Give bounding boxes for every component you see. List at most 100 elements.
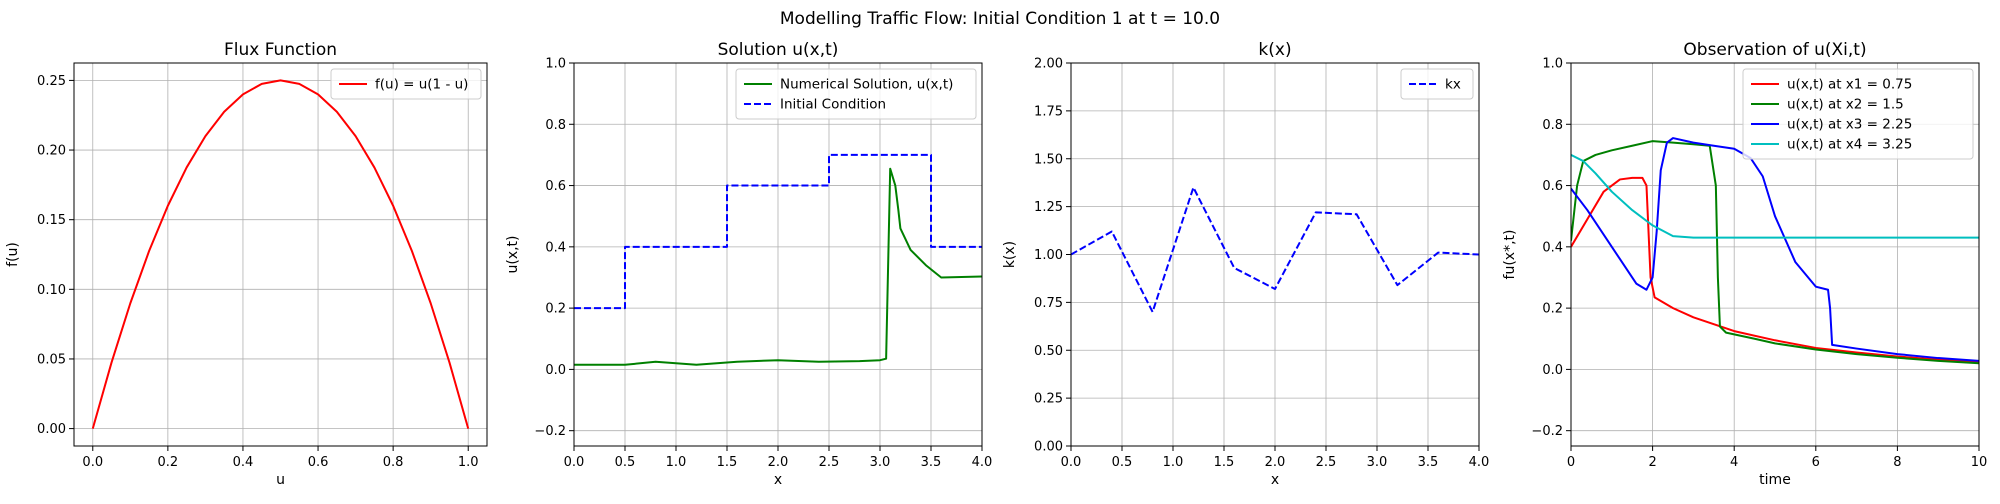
legend-box [330, 68, 482, 100]
y-tick-label: 0.0 [1542, 363, 1563, 378]
y-tick-label: 2.00 [1034, 57, 1063, 72]
x-tick-label: 1.0 [458, 455, 479, 470]
x-tick-label: 1.0 [1163, 455, 1184, 470]
legend-box [735, 68, 977, 120]
y-tick-label: 1.0 [1542, 57, 1563, 72]
y-tick-label: 1.50 [1034, 152, 1063, 167]
x-axis-label: time [1759, 472, 1791, 488]
axes-frame [1070, 62, 1480, 447]
y-tick-label: 1.75 [1034, 104, 1063, 119]
x-tick-label: 8 [1893, 455, 1901, 470]
x-axis-label: u [276, 472, 285, 488]
x-tick-label: 3.5 [921, 455, 942, 470]
x-tick-label: 0.5 [1112, 455, 1133, 470]
y-tick-label: 0.00 [1034, 440, 1063, 455]
y-tick-label: 0.2 [545, 302, 566, 317]
y-tick-label: −0.2 [534, 424, 566, 439]
figure-suptitle: Modelling Traffic Flow: Initial Conditio… [780, 9, 1220, 29]
series-line-3 [1571, 137, 1979, 362]
y-tick-label: 1.25 [1034, 200, 1063, 215]
y-tick-label: 0.15 [37, 213, 66, 228]
y-tick-label: 0.25 [37, 74, 66, 89]
legend: u(x,t) at x1 = 0.75 u(x,t) at x2 = 1.5 u(x… [1742, 68, 1974, 160]
legend-label: f(u) = u(1 - u) [375, 77, 468, 93]
x-tick-label: 2.0 [1265, 455, 1286, 470]
legend-label: u(x,t) at x3 = 2.25 [1787, 117, 1912, 133]
subplot-title: Observation of u(Xi,t) [1683, 40, 1866, 60]
legend: kx [1400, 68, 1474, 100]
y-tick-label: 0.2 [1542, 302, 1563, 317]
subplot-title: Flux Function [224, 40, 337, 60]
y-tick-label: 0.6 [545, 179, 566, 194]
subplot-4: 0 2 4 6 8 10 −0.2 0.0 0.2 0.4 0.6 0.8 1.0 Observation… [1502, 40, 1987, 488]
y-tick-label: 0.8 [545, 118, 566, 133]
x-tick-label: 2.0 [768, 455, 789, 470]
y-tick-label: 0.8 [1542, 118, 1563, 133]
legend-box [1742, 68, 1974, 160]
legend-label: Initial Condition [780, 97, 886, 113]
series-line-1 [91, 79, 470, 429]
axes-frame [573, 62, 983, 447]
axes-frame [73, 62, 488, 447]
legend: Numerical Solution, u(x,t) Initial Condit… [735, 68, 977, 120]
x-tick-label: 1.0 [666, 455, 687, 470]
x-axis-label: x [1271, 472, 1279, 488]
x-tick-label: 3.0 [1367, 455, 1388, 470]
x-tick-label: 0.0 [82, 455, 103, 470]
series-line-1 [1571, 176, 1979, 363]
y-tick-label: 1.00 [1034, 248, 1063, 263]
y-axis-label: u(x,t) [505, 235, 521, 273]
x-tick-label: 6 [1812, 455, 1820, 470]
subplot-1: 0.0 0.2 0.4 0.6 0.8 1.0 0.00 0.05 0.10 0.15 0.20 0.… [5, 40, 488, 488]
legend-label: u(x,t) at x1 = 0.75 [1787, 77, 1912, 93]
x-tick-label: 0.0 [564, 455, 585, 470]
x-tick-label: 10 [1971, 455, 1988, 470]
x-tick-label: 0.2 [158, 455, 179, 470]
series-line-2 [574, 153, 982, 310]
x-axis-label: x [774, 472, 782, 488]
y-tick-label: 0.05 [37, 352, 66, 367]
subplot-2: 0.0 0.5 1.0 1.5 2.0 2.5 3.0 3.5 4.0 −0.2 0.0 0.2 0.4… [505, 40, 992, 488]
x-tick-label: 3.0 [870, 455, 891, 470]
y-tick-label: −0.2 [1531, 424, 1563, 439]
y-tick-label: 0.0 [545, 363, 566, 378]
axes-frame [1570, 62, 1980, 447]
subplot-title: k(x) [1258, 40, 1291, 60]
x-tick-label: 0.4 [233, 455, 254, 470]
legend-label: kx [1445, 77, 1461, 93]
x-tick-label: 0.6 [308, 455, 329, 470]
series-line-4 [1571, 154, 1979, 239]
x-tick-label: 1.5 [1214, 455, 1235, 470]
subplot-title: Solution u(x,t) [718, 40, 839, 60]
y-tick-label: 0.25 [1034, 392, 1063, 407]
y-tick-label: 0.4 [545, 240, 566, 255]
y-axis-label: f(u) [5, 242, 21, 267]
x-tick-label: 2.5 [1316, 455, 1337, 470]
y-tick-label: 1.0 [545, 57, 566, 72]
series-line-1 [574, 167, 982, 366]
series-line-1 [1071, 186, 1479, 313]
legend: f(u) = u(1 - u) [330, 68, 482, 100]
y-tick-label: 0.4 [1542, 240, 1563, 255]
y-axis-label: fu(x*,t) [1502, 230, 1518, 280]
y-tick-label: 0.75 [1034, 296, 1063, 311]
x-tick-label: 4.0 [972, 455, 993, 470]
y-tick-label: 0.10 [37, 283, 66, 298]
y-tick-label: 0.50 [1034, 344, 1063, 359]
subplot-3: 0.0 0.5 1.0 1.5 2.0 2.5 3.0 3.5 4.0 0.00 0.25 0.50 0… [1002, 40, 1489, 488]
y-tick-label: 0.00 [37, 422, 66, 437]
legend-label: u(x,t) at x2 = 1.5 [1787, 97, 1904, 113]
x-tick-label: 2 [1648, 455, 1656, 470]
legend-box [1400, 68, 1474, 100]
y-tick-label: 0.20 [37, 144, 66, 159]
x-tick-label: 0.0 [1061, 455, 1082, 470]
x-tick-label: 4 [1730, 455, 1738, 470]
x-tick-label: 4.0 [1469, 455, 1490, 470]
y-axis-label: k(x) [1002, 241, 1018, 268]
x-tick-label: 0.5 [615, 455, 636, 470]
x-tick-label: 3.5 [1418, 455, 1439, 470]
series-line-2 [1571, 140, 1979, 365]
x-tick-label: 2.5 [819, 455, 840, 470]
